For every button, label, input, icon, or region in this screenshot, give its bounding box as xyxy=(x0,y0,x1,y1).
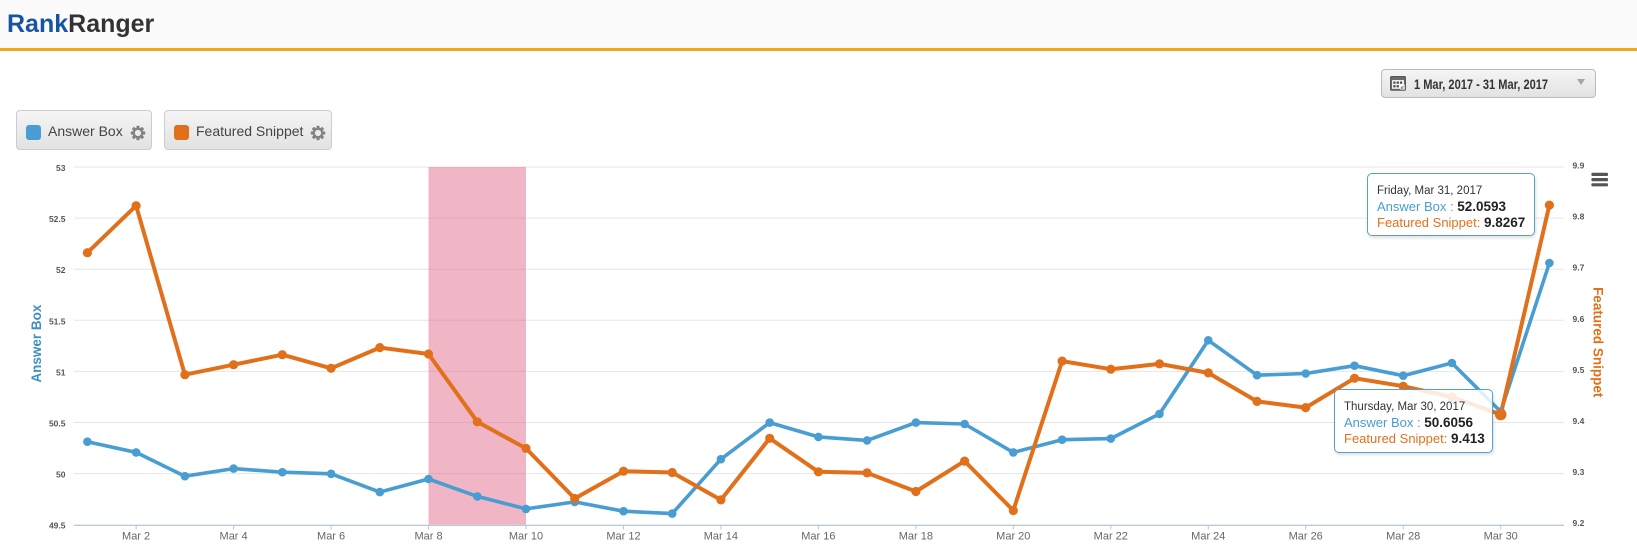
svg-text:Mar 28: Mar 28 xyxy=(1386,531,1420,543)
svg-text:Mar 18: Mar 18 xyxy=(899,531,933,543)
svg-text:9.9: 9.9 xyxy=(1573,161,1585,171)
svg-text:52.5: 52.5 xyxy=(49,214,66,224)
svg-text:Mar 10: Mar 10 xyxy=(509,531,543,543)
svg-text:Mar 24: Mar 24 xyxy=(1191,531,1225,543)
svg-text:Mar 2: Mar 2 xyxy=(122,531,150,543)
svg-text:Mar 26: Mar 26 xyxy=(1289,531,1323,543)
svg-text:50: 50 xyxy=(56,470,66,480)
svg-text:53: 53 xyxy=(56,163,66,173)
svg-text:Mar 16: Mar 16 xyxy=(801,531,835,543)
svg-text:9.2: 9.2 xyxy=(1573,518,1585,528)
svg-text:Mar 4: Mar 4 xyxy=(220,531,248,543)
svg-text:50.5: 50.5 xyxy=(49,419,66,429)
svg-text:51: 51 xyxy=(56,367,66,377)
svg-text:Mar 8: Mar 8 xyxy=(414,531,442,543)
svg-text:9.4: 9.4 xyxy=(1573,416,1585,426)
svg-text:Mar 6: Mar 6 xyxy=(317,531,345,543)
svg-text:49.5: 49.5 xyxy=(49,521,66,531)
svg-text:Answer Box: Answer Box xyxy=(29,304,44,383)
svg-text:9.3: 9.3 xyxy=(1573,467,1585,477)
svg-text:Mar 22: Mar 22 xyxy=(1094,531,1128,543)
svg-text:Mar 30: Mar 30 xyxy=(1484,531,1518,543)
svg-text:Mar 12: Mar 12 xyxy=(606,531,640,543)
svg-text:Mar 14: Mar 14 xyxy=(704,531,738,543)
svg-text:Mar 20: Mar 20 xyxy=(996,531,1030,543)
svg-text:9.8: 9.8 xyxy=(1573,212,1585,222)
svg-text:52: 52 xyxy=(56,265,66,275)
svg-text:51.5: 51.5 xyxy=(49,316,66,326)
svg-text:9.7: 9.7 xyxy=(1573,263,1585,273)
svg-text:Featured Snippet: Featured Snippet xyxy=(1591,287,1606,398)
svg-text:9.5: 9.5 xyxy=(1573,365,1585,375)
svg-text:9.6: 9.6 xyxy=(1573,314,1585,324)
